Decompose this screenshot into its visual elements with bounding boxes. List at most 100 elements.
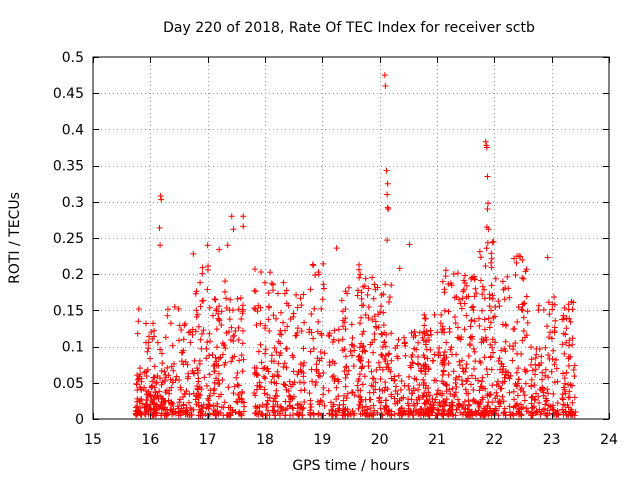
data-point [342,306,349,313]
data-point [544,323,551,330]
data-point [427,346,434,353]
data-point [402,342,409,349]
data-point [492,275,499,282]
data-point [350,363,357,370]
data-point [395,372,402,379]
data-point [205,397,212,404]
x-tick-label: 17 [199,432,217,448]
data-point [496,403,503,410]
data-point [359,331,366,338]
data-point [460,277,467,284]
x-tick-label: 18 [256,432,274,448]
data-point [180,401,187,408]
data-point [370,402,377,409]
data-point [268,379,275,386]
data-point [506,389,513,396]
data-point [200,297,207,304]
data-point [545,402,552,409]
data-point [344,390,351,397]
data-points [132,72,579,419]
data-point [367,405,374,412]
data-point [355,393,362,400]
data-point [468,409,475,416]
data-point [424,355,431,362]
data-point [449,399,456,406]
data-point [211,368,218,375]
data-point [363,403,370,410]
data-point [468,317,475,324]
data-point [479,374,486,381]
data-point [514,319,521,326]
data-point [456,362,463,369]
data-point [231,353,238,360]
data-point [568,409,575,416]
data-point [451,313,458,320]
data-point [421,379,428,386]
data-point [398,377,405,384]
data-point [541,410,548,417]
data-point [147,393,154,400]
data-point [239,327,246,334]
data-point [429,406,436,413]
data-point [484,239,491,246]
data-point [221,288,228,295]
data-point [458,305,465,312]
data-point [358,365,365,372]
data-point [532,354,539,361]
data-point [152,410,159,417]
data-point [308,403,315,410]
data-point [146,391,153,398]
data-point [493,407,500,414]
data-point [411,375,418,382]
data-point [349,408,356,415]
data-point [422,361,429,368]
data-point [271,379,278,386]
data-point [154,339,161,346]
data-point [235,410,242,417]
data-point [262,375,269,382]
data-point [385,206,392,213]
data-point [326,410,333,417]
data-point [275,373,282,380]
data-point [545,351,552,358]
data-point [189,331,196,338]
data-point [195,323,202,330]
data-point [168,363,175,370]
data-point [219,351,226,358]
data-point [151,410,158,417]
data-point [562,390,569,397]
data-point [227,296,234,303]
data-point [422,368,429,375]
data-point [452,319,459,326]
data-point [377,309,384,316]
data-point [206,371,213,378]
data-point [235,336,242,343]
data-point [432,396,439,403]
data-point [221,399,228,406]
data-point [499,393,506,400]
y-tick-label: 0.4 [62,122,84,138]
data-point [239,308,246,315]
data-point [487,319,494,326]
data-point [286,398,293,405]
data-point [397,410,404,417]
data-point [203,404,210,411]
data-point [467,323,474,330]
data-point [235,391,242,398]
data-point [240,223,247,230]
data-point [483,142,490,149]
data-point [329,339,336,346]
data-point [239,368,246,375]
data-point [320,384,327,391]
data-point [383,403,390,410]
data-point [409,390,416,397]
data-point [268,352,275,359]
data-point [427,327,434,334]
data-point [370,375,377,382]
data-point [385,351,392,358]
data-point [559,316,566,323]
data-point [378,351,385,358]
data-point [382,384,389,391]
data-point [532,361,539,368]
data-point [544,386,551,393]
